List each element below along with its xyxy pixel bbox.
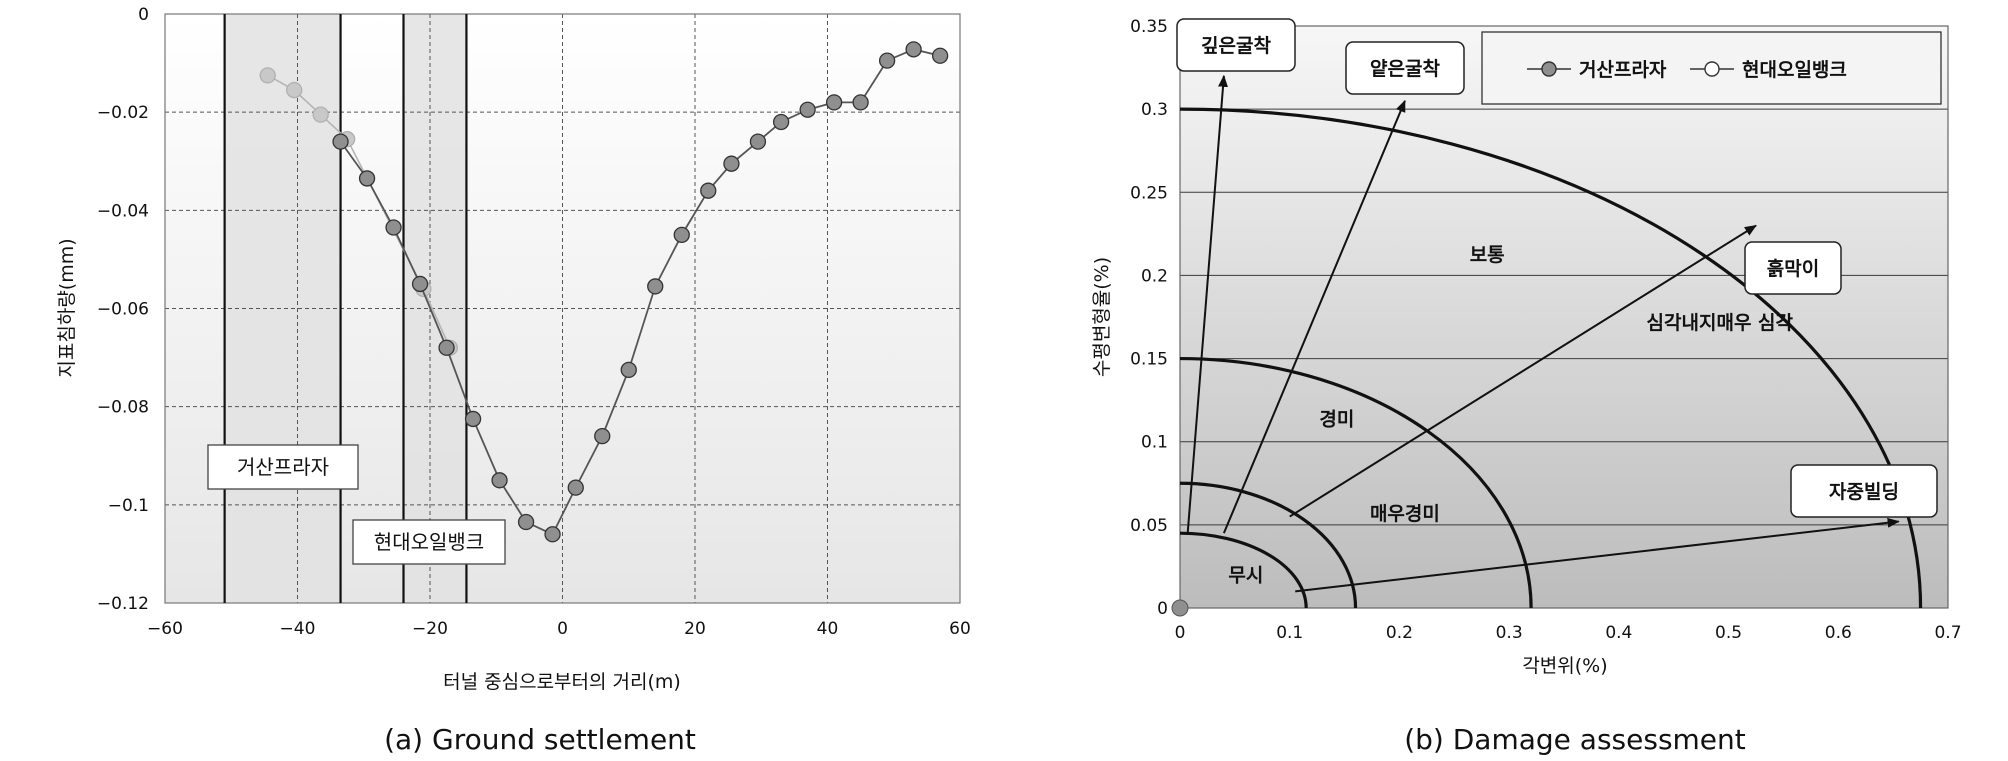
data-point bbox=[259, 67, 276, 84]
data-point bbox=[464, 410, 482, 428]
y-tick-label: −0.02 bbox=[97, 103, 149, 123]
y-tick-label: −0.06 bbox=[97, 300, 149, 320]
legend-label: 현대오일뱅크 bbox=[1742, 59, 1847, 81]
x-tick-label: −60 bbox=[147, 619, 183, 639]
data-point bbox=[931, 47, 949, 64]
data-point bbox=[749, 133, 767, 150]
x-tick-label: −20 bbox=[412, 619, 448, 639]
ground-settlement-chart: −60 −40 −20 0 20 40 60 0 −0.02 −0.04 −0.06 −0.08 −0.… bbox=[56, 5, 971, 756]
y-tick-label: 0 bbox=[138, 5, 149, 25]
callout-box bbox=[1176, 18, 1296, 72]
plot-frame-b bbox=[1179, 25, 1949, 609]
x-tick-label: 20 bbox=[684, 619, 706, 639]
x-tick-label: 0.5 bbox=[1715, 623, 1742, 643]
data-point bbox=[411, 275, 429, 293]
caption-b: (b) Damage assessment bbox=[1404, 723, 1746, 756]
callout-box bbox=[1345, 41, 1465, 95]
damage-zone-label: 보통 bbox=[1470, 244, 1505, 266]
damage-zone-label: 경미 bbox=[1319, 408, 1354, 430]
data-point bbox=[517, 513, 535, 531]
data-point bbox=[312, 106, 329, 123]
callout-arrow bbox=[1222, 99, 1406, 534]
x-tick-label: 0.4 bbox=[1605, 623, 1632, 643]
zone-boundary-arc bbox=[1179, 531, 1308, 609]
y-tick-label: −0.04 bbox=[97, 201, 149, 221]
damage-zone-label: 매우경미 bbox=[1370, 503, 1440, 525]
data-point bbox=[544, 526, 561, 543]
callout-label: 얕은굴착 bbox=[1370, 58, 1440, 80]
y-tick-label: 0.3 bbox=[1141, 100, 1168, 120]
data-point bbox=[332, 133, 349, 150]
plot-frame-a bbox=[164, 13, 961, 604]
zone-label-box bbox=[207, 444, 359, 490]
data-point bbox=[700, 182, 717, 199]
data-point bbox=[286, 81, 303, 99]
legend-marker bbox=[1704, 61, 1720, 77]
zone-boundary-arc bbox=[1179, 481, 1358, 609]
y-tick-label: 0.15 bbox=[1130, 350, 1168, 370]
x-tick-label: 0.7 bbox=[1934, 623, 1961, 643]
zone-label-box bbox=[352, 519, 506, 565]
data-point bbox=[567, 479, 584, 496]
legend-marker bbox=[1541, 61, 1557, 77]
callout-arrow bbox=[1186, 74, 1229, 534]
x-tick-label: 0.3 bbox=[1496, 623, 1523, 643]
damage-zone-label: 무시 bbox=[1228, 565, 1263, 587]
x-tick-label: 0 bbox=[557, 619, 568, 639]
x-tick-label: 60 bbox=[949, 619, 971, 639]
data-point bbox=[852, 94, 869, 111]
data-point bbox=[905, 41, 922, 58]
x-axis-title-b: 각변위(%) bbox=[1522, 655, 1607, 677]
x-tick-label: 0.1 bbox=[1276, 623, 1303, 643]
zone-label: 거산프라자 bbox=[237, 455, 329, 479]
x-tick-label: 0.2 bbox=[1386, 623, 1413, 643]
x-tick-label: −40 bbox=[280, 619, 316, 639]
x-axis-title-a: 터널 중심으로부터의 거리(m) bbox=[443, 671, 681, 693]
data-point bbox=[491, 472, 508, 489]
callout-label: 깊은굴착 bbox=[1201, 35, 1271, 57]
y-tick-label: 0 bbox=[1157, 599, 1168, 619]
data-point bbox=[723, 155, 740, 172]
y-axis-title-a: 지표침하량(mm) bbox=[56, 238, 78, 377]
callout-box bbox=[1744, 241, 1842, 295]
callout-arrow bbox=[1289, 224, 1757, 518]
x-tick-label: 40 bbox=[817, 619, 839, 639]
y-tick-label: 0.05 bbox=[1130, 516, 1168, 536]
damage-assessment-chart: 0 0.1 0.2 0.3 0.4 0.5 0.6 0.7 0 0.05 0.1 0.15 0.2 0.2… bbox=[1091, 17, 1962, 756]
data-point bbox=[594, 427, 611, 445]
data-point bbox=[799, 101, 816, 118]
data-point bbox=[647, 278, 664, 295]
x-tick-label: 0.6 bbox=[1825, 623, 1852, 643]
y-axis-title-b: 수평변형율(%) bbox=[1091, 257, 1113, 377]
data-point bbox=[358, 170, 376, 187]
y-tick-label: 0.35 bbox=[1130, 17, 1168, 37]
callout-label: 자중빌딩 bbox=[1829, 481, 1899, 503]
callout-arrow bbox=[1295, 517, 1900, 593]
zone-boundary-arc bbox=[1179, 356, 1533, 609]
y-tick-label: −0.12 bbox=[97, 594, 149, 614]
caption-a: (a) Ground settlement bbox=[384, 723, 696, 756]
callout-label: 흙막이 bbox=[1767, 257, 1819, 280]
y-tick-label: −0.1 bbox=[108, 496, 149, 516]
data-point bbox=[620, 361, 637, 379]
x-tick-label: 0 bbox=[1175, 623, 1186, 643]
data-point bbox=[673, 226, 690, 244]
y-tick-label: 0.1 bbox=[1141, 433, 1168, 453]
y-tick-label: 0.25 bbox=[1130, 183, 1168, 203]
plot-area-b bbox=[1180, 26, 1948, 608]
data-point bbox=[878, 52, 896, 69]
data-point bbox=[1171, 599, 1189, 617]
data-point bbox=[385, 219, 402, 236]
callout-box bbox=[1790, 464, 1938, 518]
y-tick-label: 0.2 bbox=[1141, 266, 1168, 286]
damage-zone-label: 심각내지매우 심각 bbox=[1647, 312, 1794, 334]
zone-label: 현대오일뱅크 bbox=[374, 530, 484, 554]
legend-label: 거산프라자 bbox=[1579, 59, 1667, 81]
data-point bbox=[772, 113, 790, 131]
data-point bbox=[438, 339, 455, 356]
data-point bbox=[825, 94, 843, 111]
y-tick-label: −0.08 bbox=[97, 398, 149, 418]
